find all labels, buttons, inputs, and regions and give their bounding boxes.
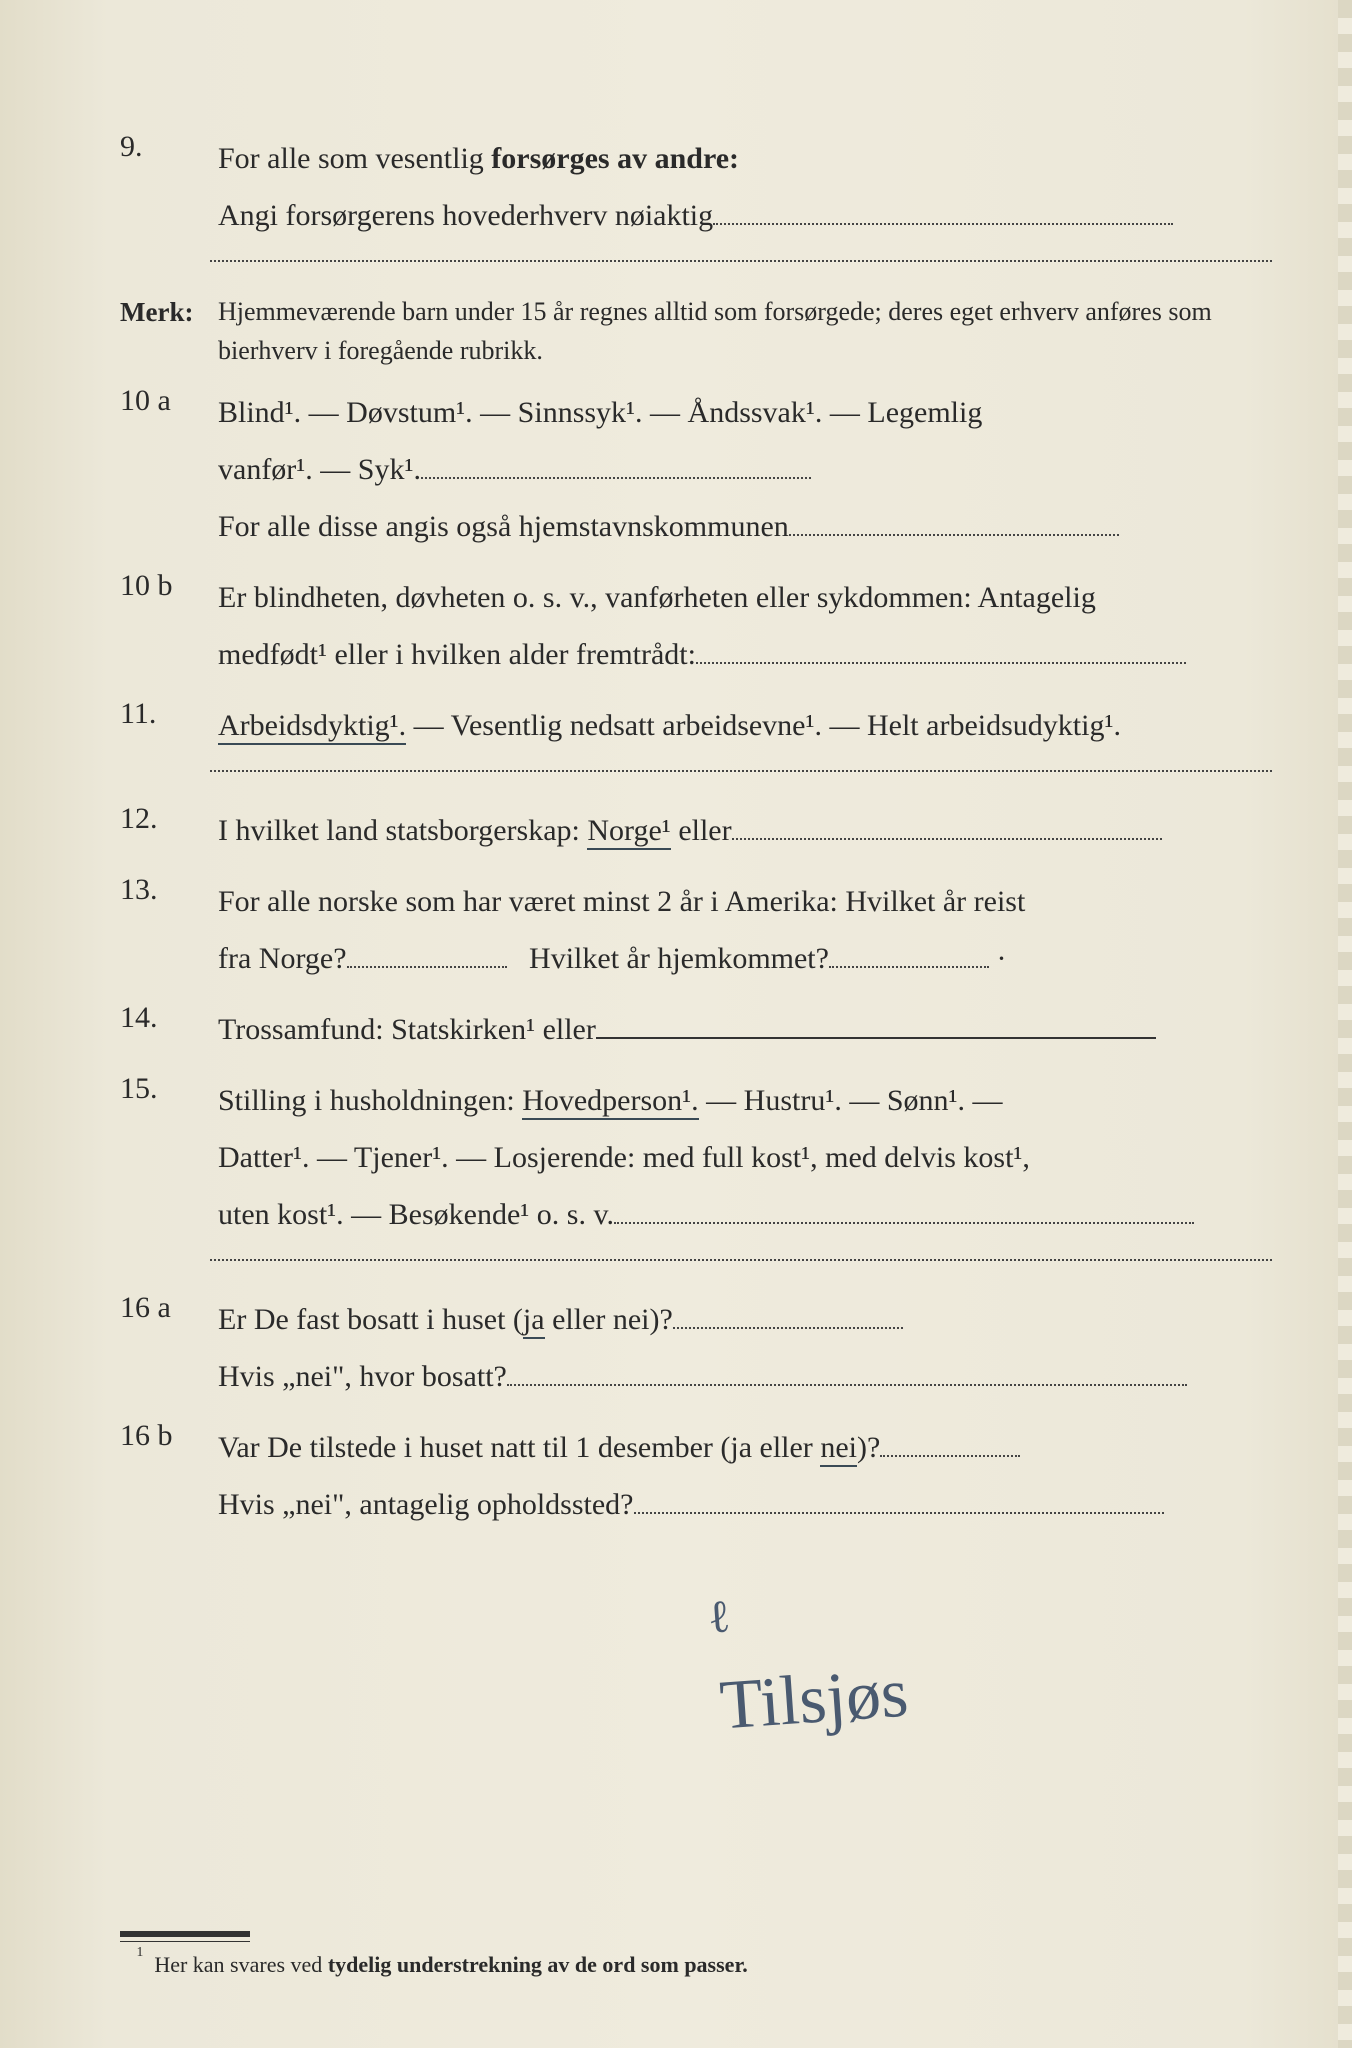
text-bold: tydelig understrekning av de ord som pas… [328, 1952, 748, 1977]
text: — Hustru¹. — Sønn¹. — [699, 1084, 1003, 1117]
fill-line [696, 635, 1186, 664]
underlined-option: ja [523, 1303, 545, 1339]
question-number: 14. [120, 1001, 218, 1035]
handwritten-answer: Tilsjøs [717, 1654, 910, 1747]
text: Hvis „nei", hvor bosatt? [218, 1360, 507, 1393]
text: eller [671, 814, 732, 847]
question-16a: 16 a Er De fast bosatt i huset (ja eller… [120, 1291, 1272, 1405]
question-body: Var De tilstede i huset natt til 1 desem… [218, 1419, 1272, 1533]
text: Her kan svares ved [154, 1952, 328, 1977]
underlined-option: Norge¹ [587, 814, 670, 850]
text: Er De fast bosatt i huset ( [218, 1303, 523, 1336]
text: Datter¹. — Tjener¹. — Losjerende: med fu… [218, 1141, 1030, 1174]
fill-line [732, 811, 1162, 840]
fill-line [614, 1195, 1194, 1224]
text: For alle norske som har været minst 2 år… [218, 885, 1025, 918]
text: Var De tilstede i huset natt til 1 desem… [218, 1431, 820, 1464]
question-16b: 16 b Var De tilstede i huset natt til 1 … [120, 1419, 1272, 1533]
question-body: Arbeidsdyktig¹. — Vesentlig nedsatt arbe… [218, 697, 1272, 754]
text-bold: forsørges av andre: [491, 142, 739, 175]
question-11: 11. Arbeidsdyktig¹. — Vesentlig nedsatt … [120, 697, 1272, 754]
text: Hvilket år hjemkommet? [529, 942, 829, 975]
handwritten-mark: ℓ [706, 1589, 732, 1643]
fill-line [347, 939, 507, 968]
text: — Vesentlig nedsatt arbeidsevne¹. — Helt… [406, 709, 1121, 742]
text: medfødt¹ eller i hvilken alder fremtrådt… [218, 638, 696, 671]
fill-line [596, 1010, 1156, 1039]
question-body: Er De fast bosatt i huset (ja eller nei)… [218, 1291, 1272, 1405]
question-10a: 10 a Blind¹. — Døvstum¹. — Sinnssyk¹. — … [120, 384, 1272, 555]
text: Hvis „nei", antagelig opholdssted? [218, 1488, 634, 1521]
text: )? [857, 1431, 880, 1464]
text: For alle disse angis også hjemstavnskomm… [218, 510, 789, 543]
text: uten kost¹. — Besøkende¹ o. s. v. [218, 1198, 614, 1231]
question-body: For alle som vesentlig forsørges av andr… [218, 130, 1272, 244]
fill-line [507, 1357, 1187, 1386]
fill-line [421, 450, 811, 479]
footnote-text: 1 Her kan svares ved tydelig understrekn… [120, 1952, 1272, 1978]
question-number: 15. [120, 1072, 218, 1106]
note-text: Hjemmeværende barn under 15 år regnes al… [218, 292, 1272, 370]
text: fra Norge? [218, 942, 347, 975]
question-body: Er blindheten, døvheten o. s. v., vanfør… [218, 569, 1272, 683]
footnote-marker: 1 [137, 1944, 144, 1959]
question-body: For alle norske som har været minst 2 år… [218, 873, 1272, 987]
fill-line [880, 1428, 1020, 1457]
question-body: Blind¹. — Døvstum¹. — Sinnssyk¹. — Åndss… [218, 384, 1272, 555]
note-merk: Merk: Hjemmeværende barn under 15 år reg… [120, 292, 1272, 370]
question-body: I hvilket land statsborgerskap: Norge¹ e… [218, 802, 1272, 859]
question-12: 12. I hvilket land statsborgerskap: Norg… [120, 802, 1272, 859]
question-number: 10 a [120, 384, 218, 418]
question-number: 11. [120, 697, 218, 731]
underlined-option: Hovedperson¹. [522, 1084, 698, 1120]
text: Blind¹. — Døvstum¹. — Sinnssyk¹. — Åndss… [218, 396, 982, 429]
question-number: 16 a [120, 1291, 218, 1325]
question-body: Trossamfund: Statskirken¹ eller [218, 1001, 1272, 1058]
question-body: Stilling i husholdningen: Hovedperson¹. … [218, 1072, 1272, 1243]
question-14: 14. Trossamfund: Statskirken¹ eller [120, 1001, 1272, 1058]
text: vanfør¹. — Syk¹. [218, 453, 421, 486]
fill-line [829, 939, 989, 968]
text: Angi forsørgerens hovederhverv nøiaktig [218, 199, 713, 232]
fill-line [713, 196, 1173, 225]
divider [210, 768, 1272, 772]
fill-line [789, 507, 1119, 536]
footnote-block: 1 Her kan svares ved tydelig understrekn… [120, 1931, 1272, 1978]
question-number: 9. [120, 130, 218, 164]
note-label: Merk: [120, 292, 218, 333]
text: eller nei)? [545, 1303, 673, 1336]
question-9: 9. For alle som vesentlig forsørges av a… [120, 130, 1272, 244]
divider [210, 1257, 1272, 1261]
question-number: 12. [120, 802, 218, 836]
question-13: 13. For alle norske som har været minst … [120, 873, 1272, 987]
fill-line [673, 1300, 903, 1329]
perforated-edge [1338, 0, 1352, 2048]
question-number: 16 b [120, 1419, 218, 1453]
text: For alle som vesentlig [218, 142, 491, 175]
underlined-option: nei [820, 1431, 857, 1467]
footnote-rule [120, 1931, 250, 1942]
question-15: 15. Stilling i husholdningen: Hovedperso… [120, 1072, 1272, 1243]
question-number: 13. [120, 873, 218, 907]
fill-line [634, 1485, 1164, 1514]
text: Trossamfund: Statskirken¹ eller [218, 1013, 596, 1046]
text: Stilling i husholdningen: [218, 1084, 522, 1117]
text: I hvilket land statsborgerskap: [218, 814, 587, 847]
underlined-option: Arbeidsdyktig¹. [218, 709, 406, 745]
question-10b: 10 b Er blindheten, døvheten o. s. v., v… [120, 569, 1272, 683]
question-number: 10 b [120, 569, 218, 603]
document-page: 9. For alle som vesentlig forsørges av a… [0, 0, 1352, 2048]
text: Er blindheten, døvheten o. s. v., vanfør… [218, 581, 1096, 614]
divider [210, 258, 1272, 262]
